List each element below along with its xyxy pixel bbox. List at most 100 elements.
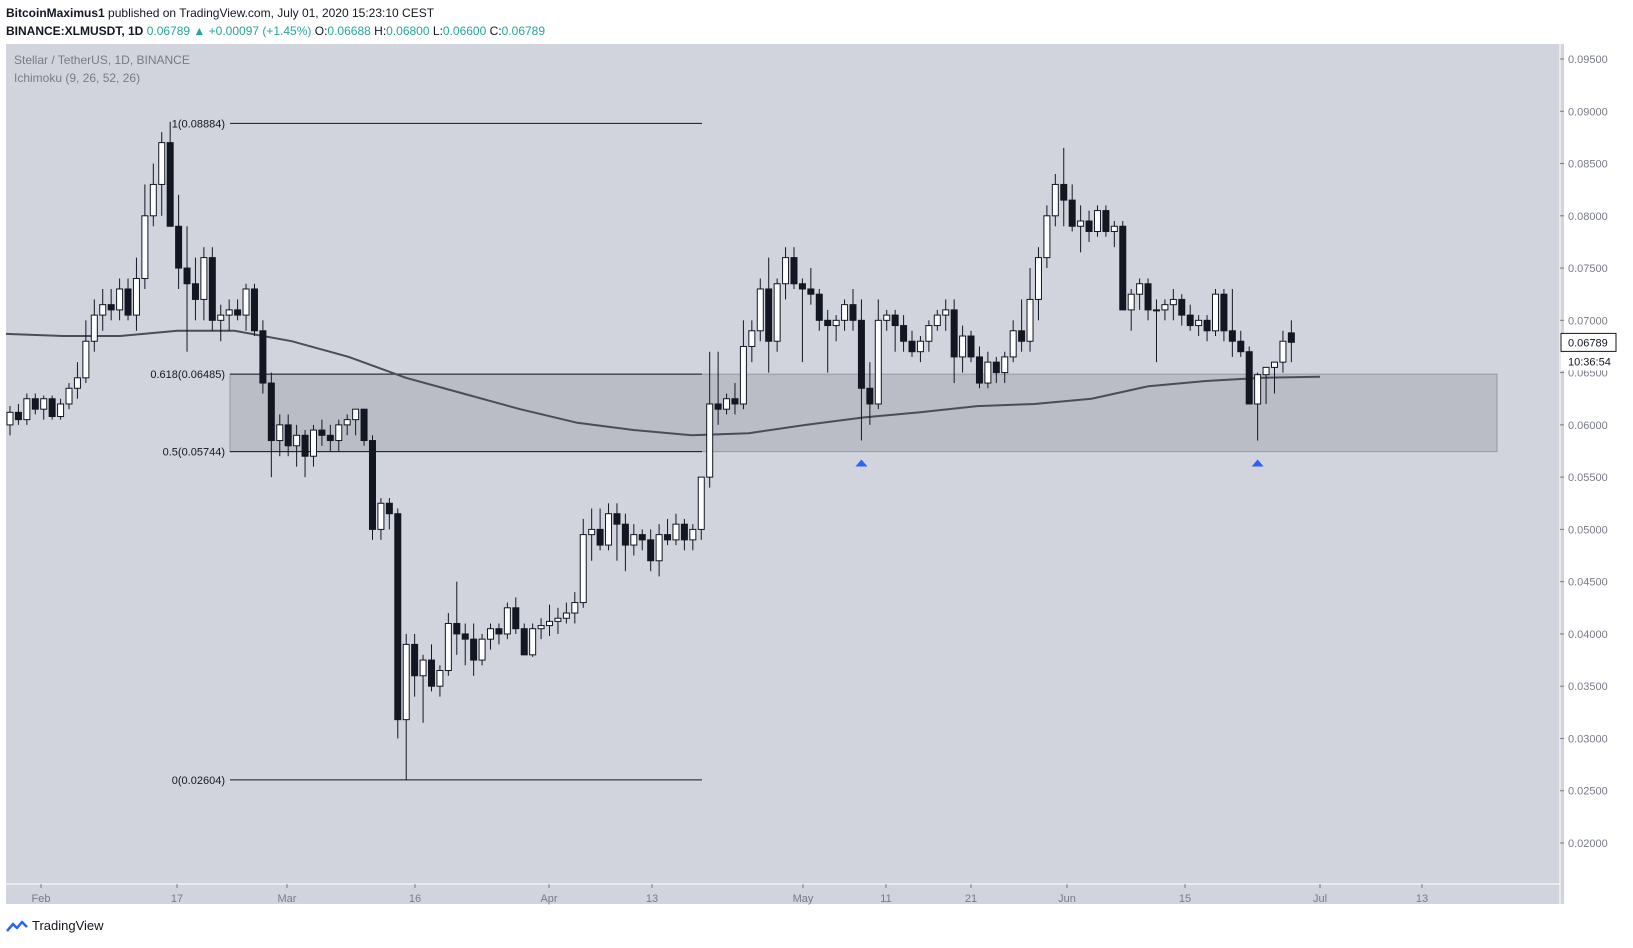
candle [23,393,31,425]
candle-body [65,387,73,405]
low-label: L: [432,24,443,38]
candle [1169,288,1177,321]
close-label: C: [489,24,502,38]
candle [942,299,950,331]
candle [14,403,22,425]
candle-body [6,411,14,426]
candle-body [402,643,410,721]
candle [1001,351,1009,384]
candle-body [579,534,587,604]
time-axis-label: 15 [1179,893,1191,905]
candle [318,419,326,446]
candle [554,607,562,634]
candle-body [849,304,857,321]
candle [512,597,520,634]
candle [925,320,933,352]
price-axis-label: 0.04000 [1568,629,1608,641]
candle-body [453,622,461,635]
candle-body [1060,183,1068,201]
candle-body [1152,309,1160,312]
candle-body [360,408,368,442]
time-axis-label: Mar [278,893,297,905]
candle-body [301,434,309,457]
candle [765,257,773,373]
candle-body [82,340,90,379]
candle [748,320,756,363]
candle-body [992,361,1000,374]
candle [621,513,629,572]
change-arrow-icon: ▲ [193,24,206,38]
candle-body [1279,340,1287,363]
fib-level-label: 0(0.02604) [172,775,225,787]
candle [731,383,739,415]
candle-body [529,628,537,656]
candle [217,304,225,342]
candle [1136,278,1144,310]
candle [141,184,149,289]
candle-body [1136,283,1144,295]
candle [1279,330,1287,373]
candle-body [596,528,604,546]
candle [132,257,140,331]
fib-level-label: 1(0.08884) [172,118,225,130]
price-axis-label: 0.05500 [1568,472,1608,484]
candle [461,623,469,666]
candle [647,529,655,572]
candle [175,194,183,289]
candle-body [90,314,98,342]
footer-brand[interactable]: TradingView [6,918,104,933]
candle [1051,173,1059,227]
candle-body [815,293,823,321]
candle-body [368,440,376,530]
candle-body [638,534,646,541]
candle [596,508,604,551]
candle [571,592,579,624]
candle-body [621,523,629,546]
candle [419,654,427,723]
candle [824,309,832,373]
price-axis-label: 0.07000 [1568,315,1608,327]
candle [613,503,621,561]
candle [697,476,705,540]
price-axis-label: 0.03500 [1568,681,1608,693]
candle-body [664,534,672,541]
ohlc-line: BINANCE:XLMUSDT, 1D 0.06789 ▲ +0.00097 (… [6,22,545,40]
candle [1211,288,1219,337]
candle-body [714,403,722,410]
candle-body [832,319,840,327]
candle [40,395,48,420]
candle-body [900,325,908,342]
candle-body [706,403,714,478]
open-label: O: [314,24,328,38]
candle [360,408,368,446]
candle-body [1211,293,1219,332]
fib-level-label: 0.618(0.06485) [150,369,225,381]
candle-body [1203,319,1211,332]
candle-body [394,513,402,721]
candle-body [984,361,992,384]
candle-body [335,424,343,442]
candle [815,288,823,331]
moving-average-line [5,329,1321,437]
candle-body [647,539,655,562]
candle [234,299,242,321]
author-name[interactable]: BitcoinMaximus1 [6,6,105,20]
candle-body [326,434,334,442]
candle [1203,315,1211,342]
candle-body [1144,283,1152,311]
candle [57,398,65,420]
candle [1093,205,1101,237]
candle [453,581,461,655]
candle-body [866,387,874,405]
candle [107,288,115,321]
candle-body [242,288,250,316]
candle [149,163,157,227]
candle-body [208,257,216,321]
candle-body [739,345,747,405]
candle-body [1186,314,1194,327]
candle [1228,288,1236,357]
price-axis-label: 0.02500 [1568,786,1608,798]
candle-body [149,183,157,217]
close-value: 0.06789 [501,24,546,38]
